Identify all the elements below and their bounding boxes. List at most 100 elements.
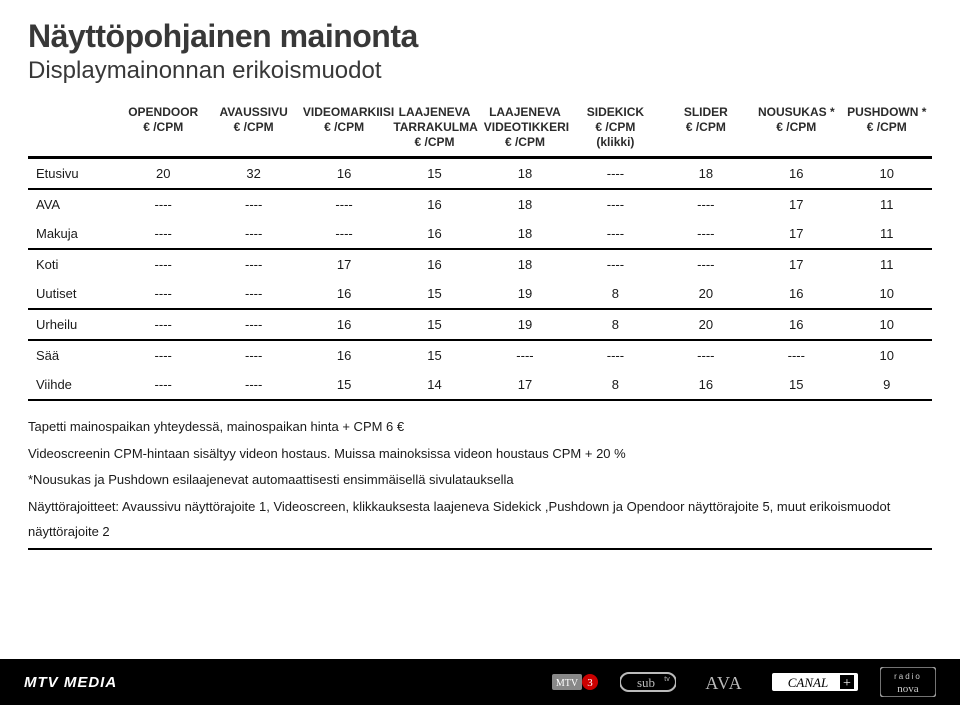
svg-text:nova: nova: [897, 683, 919, 695]
cell: 14: [389, 370, 479, 400]
row-label: Makuja: [28, 219, 118, 249]
col-header: LAAJENEVATARRAKULMA€ /CPM: [389, 99, 479, 158]
col-h2: VIDEOTIKKERI: [484, 120, 566, 135]
cell: ----: [661, 189, 751, 219]
logo-sub-icon: sub tv: [620, 671, 676, 693]
col-h1: LAAJENEVA: [393, 105, 475, 120]
cell: 16: [661, 370, 751, 400]
cell: ----: [299, 189, 389, 219]
page: Näyttöpohjainen mainonta Displaymainonna…: [0, 0, 960, 705]
cell: ----: [661, 340, 751, 370]
cell: 16: [389, 249, 479, 279]
col-h3: € /CPM: [393, 135, 475, 150]
table-row: Viihde--------151417816159: [28, 370, 932, 400]
cell: ----: [570, 158, 660, 190]
svg-text:AVA: AVA: [705, 673, 742, 693]
cell: 9: [842, 370, 933, 400]
col-h2: € /CPM: [122, 120, 204, 135]
cell: ----: [118, 189, 208, 219]
cell: 16: [751, 158, 841, 190]
svg-text:+: +: [843, 676, 851, 691]
col-header: PUSHDOWN *€ /CPM: [842, 99, 933, 158]
cell: 17: [299, 249, 389, 279]
col-h2: € /CPM: [303, 120, 385, 135]
cell: ----: [208, 219, 298, 249]
table-row: Sää--------1615----------------10: [28, 340, 932, 370]
col-h2: € /CPM: [846, 120, 929, 135]
col-h2: € /CPM: [665, 120, 747, 135]
cell: 16: [299, 340, 389, 370]
logo-mtv3-icon: MTV 3: [552, 671, 598, 693]
cell: 8: [570, 309, 660, 340]
cell: 16: [751, 309, 841, 340]
cell: 11: [842, 189, 933, 219]
cell: ----: [208, 340, 298, 370]
col-header: LAAJENEVAVIDEOTIKKERI€ /CPM: [480, 99, 570, 158]
col-h3: (klikki): [574, 135, 656, 150]
col-h2: TARRAKULMA: [393, 120, 475, 135]
logo-ava-icon: AVA: [698, 671, 750, 693]
cell: 8: [570, 370, 660, 400]
row-label: Viihde: [28, 370, 118, 400]
cell: 10: [842, 309, 933, 340]
col-header: SLIDER€ /CPM: [661, 99, 751, 158]
notes-rule: [28, 548, 932, 550]
svg-text:radio: radio: [894, 672, 922, 681]
brand-mtvmedia: MTV MEDIA: [24, 674, 117, 691]
col-header: OPENDOOR€ /CPM: [118, 99, 208, 158]
table-row: Koti--------171618--------1711: [28, 249, 932, 279]
cell: 16: [389, 219, 479, 249]
table-body: Etusivu2032161518----181610AVA----------…: [28, 158, 932, 401]
cell: 19: [480, 309, 570, 340]
cell: ----: [661, 249, 751, 279]
col-header: NOUSUKAS *€ /CPM: [751, 99, 841, 158]
note-line: Näyttörajoitteet: Avaussivu näyttörajoit…: [28, 495, 932, 544]
svg-text:3: 3: [587, 677, 593, 689]
cell: 15: [389, 158, 479, 190]
cell: ----: [208, 279, 298, 309]
cell: 10: [842, 340, 933, 370]
col-h2: € /CPM: [755, 120, 837, 135]
cell: 15: [389, 279, 479, 309]
cell: ----: [480, 340, 570, 370]
footer-logos: MTV 3 sub tv AVA: [552, 667, 936, 697]
row-label: AVA: [28, 189, 118, 219]
cell: 17: [751, 249, 841, 279]
cell: ----: [118, 340, 208, 370]
col-header: SIDEKICK€ /CPM(klikki): [570, 99, 660, 158]
table-head: OPENDOOR€ /CPMAVAUSSIVU€ /CPMVIDEOMARKII…: [28, 99, 932, 158]
cell: ----: [661, 219, 751, 249]
col-h1: SLIDER: [665, 105, 747, 120]
cell: 16: [751, 279, 841, 309]
cell: ----: [570, 340, 660, 370]
cell: ----: [118, 249, 208, 279]
cell: ----: [299, 219, 389, 249]
cell: 19: [480, 279, 570, 309]
cell: 16: [389, 189, 479, 219]
cell: ----: [118, 309, 208, 340]
row-label: Uutiset: [28, 279, 118, 309]
notes: Tapetti mainospaikan yhteydessä, mainosp…: [28, 415, 932, 550]
row-label: Sää: [28, 340, 118, 370]
col-header: VIDEOMARKIISI€ /CPM: [299, 99, 389, 158]
cell: 15: [299, 370, 389, 400]
cell: ----: [208, 249, 298, 279]
cell: 20: [661, 309, 751, 340]
table-row: AVA------------1618--------1711: [28, 189, 932, 219]
cell: ----: [570, 189, 660, 219]
cell: ----: [570, 249, 660, 279]
note-line: Tapetti mainospaikan yhteydessä, mainosp…: [28, 415, 932, 440]
cell: 32: [208, 158, 298, 190]
svg-text:tv: tv: [664, 676, 670, 683]
row-label: Urheilu: [28, 309, 118, 340]
table-row: Urheilu--------1615198201610: [28, 309, 932, 340]
table-row: Makuja------------1618--------1711: [28, 219, 932, 249]
col-h1: NOUSUKAS *: [755, 105, 837, 120]
cell: ----: [118, 219, 208, 249]
cell: 17: [480, 370, 570, 400]
cell: 15: [389, 309, 479, 340]
cell: 17: [751, 219, 841, 249]
cell: 11: [842, 219, 933, 249]
col-h1: OPENDOOR: [122, 105, 204, 120]
cell: 18: [480, 158, 570, 190]
